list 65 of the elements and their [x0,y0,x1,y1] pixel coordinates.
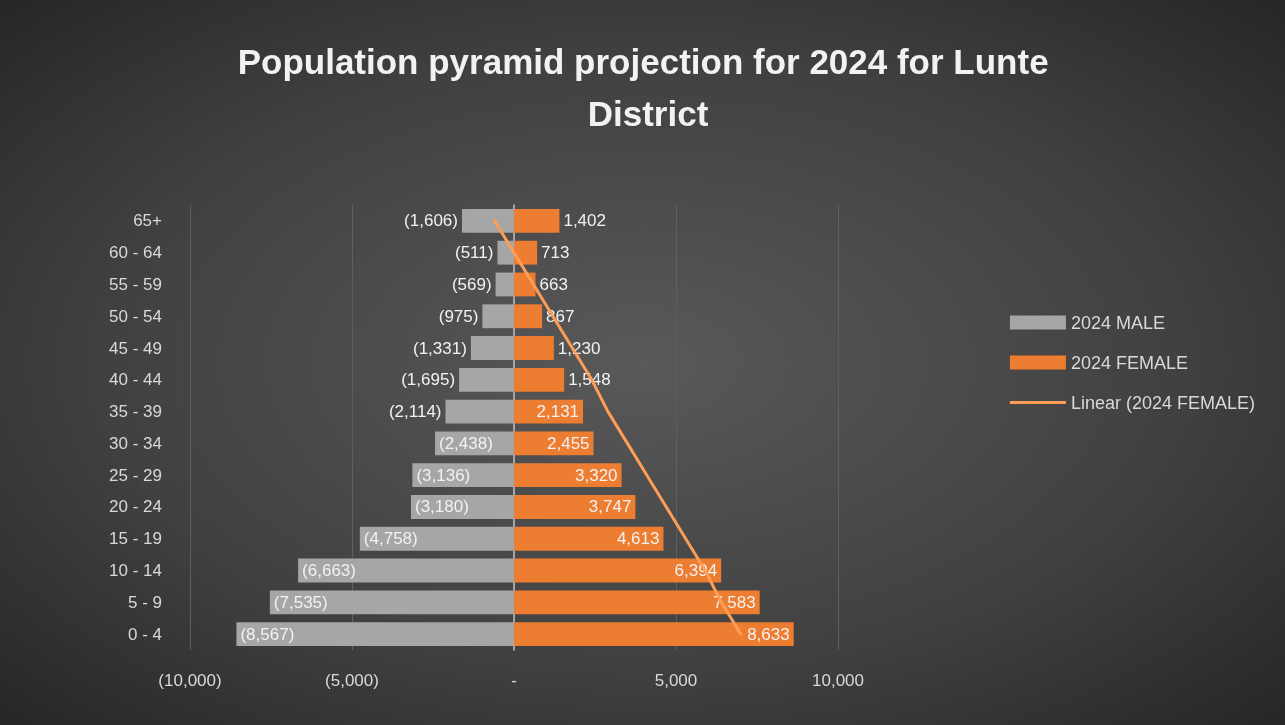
y-tick-label: 10 - 14 [109,561,162,581]
legend-label: 2024 MALE [1070,312,1165,333]
data-label: (569) [451,274,492,294]
data-label: 3,320 [575,465,618,485]
bar [514,304,543,329]
y-tick-label: 25 - 29 [109,465,162,485]
bar [359,526,514,551]
x-tick-label: (5,000) [325,671,379,690]
bar [445,399,514,424]
bar [514,367,565,392]
data-label: (1,606) [404,211,458,231]
y-tick-label: 30 - 34 [109,433,162,453]
bar [514,336,554,360]
bar [514,208,560,233]
y-tick-label: 5 - 9 [127,592,162,612]
data-label: 4,613 [616,529,660,549]
data-label: (511) [455,243,494,263]
bar [514,495,636,519]
data-label: 713 [541,243,570,263]
legend-label: Linear (2024 FEMALE) [1070,392,1256,413]
data-label: 1,402 [563,211,606,231]
data-label: 3,747 [588,497,632,517]
data-label: (2,114) [388,402,442,422]
data-label: (7,535) [273,592,328,612]
x-tick-label: 5,000 [654,671,698,690]
data-label: (8,567) [240,624,295,644]
y-tick-label: 50 - 54 [109,306,162,326]
y-tick-label: 40 - 44 [109,370,162,390]
data-label: (2,438) [439,433,493,453]
y-tick-label: 65+ [133,211,163,231]
data-label: (4,758) [363,529,418,549]
x-tick-label: 10,000 [812,671,864,690]
bar [514,622,794,647]
bar [459,367,514,392]
bar [514,240,538,265]
y-tick-label: 15 - 19 [109,529,162,549]
data-label: (1,695) [401,370,456,390]
bar [514,463,622,488]
data-label: 2,455 [547,433,590,453]
data-label: (3,180) [414,497,469,517]
bar [514,526,664,551]
bar [482,304,514,329]
data-label: (3,136) [416,465,471,485]
bar [269,590,514,615]
bar [470,336,514,360]
legend-label: 2024 FEMALE [1070,352,1188,373]
data-label: (6,663) [302,561,356,581]
x-tick-label: (10,000) [158,671,222,690]
y-tick-label: 45 - 49 [109,338,162,358]
data-label: (975) [438,306,479,326]
y-tick-label: 0 - 4 [127,624,162,644]
bar [514,590,760,615]
y-tick-label: 35 - 39 [109,402,162,422]
data-label: (1,331) [413,338,467,358]
y-tick-label: 60 - 64 [109,243,162,263]
y-tick-label: 55 - 59 [109,274,162,294]
data-label: 663 [539,274,568,294]
bar [236,622,514,647]
bar [495,272,514,297]
x-tick-label: - [511,671,517,690]
data-label: 8,633 [747,624,790,644]
data-label: 2,131 [536,402,580,422]
chart-title: Population pyramid projection for 2024 for Lunte District [237,41,1059,133]
y-tick-label: 20 - 24 [109,497,162,517]
bar [461,208,514,233]
